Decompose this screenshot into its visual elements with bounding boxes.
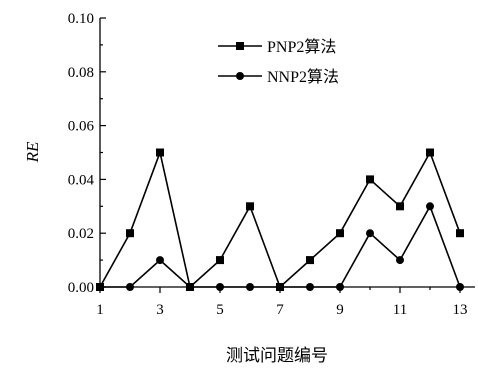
series-line — [99, 149, 461, 289]
y-axis-label: RE — [23, 141, 42, 163]
data-point-circle — [306, 283, 314, 291]
data-point-square — [216, 256, 224, 265]
y-tick-label: 0.06 — [68, 119, 95, 135]
series-line — [100, 204, 461, 288]
data-point-square — [426, 148, 434, 157]
data-point-square — [456, 229, 464, 238]
data-point-circle — [426, 202, 434, 211]
data-point-circle — [276, 283, 284, 291]
data-point-circle — [336, 283, 344, 291]
data-point-square — [306, 256, 314, 265]
legend-item: PNP2算法 — [218, 37, 336, 56]
y-tick-label: 0.10 — [68, 11, 94, 27]
y-tick-label: 0.00 — [68, 280, 94, 296]
x-tick-label: 5 — [216, 302, 224, 318]
x-tick-label: 1 — [96, 302, 104, 318]
data-point-square — [366, 175, 374, 184]
legend: PNP2算法 NNP2算法 — [218, 37, 339, 86]
x-tick-label: 13 — [453, 302, 468, 318]
legend-label: NNP2算法 — [267, 67, 339, 86]
data-point-circle — [96, 283, 104, 291]
x-tick-label: 11 — [393, 302, 407, 318]
legend-item: NNP2算法 — [218, 67, 339, 86]
series-group — [96, 148, 464, 291]
x-tick-label: 7 — [276, 302, 284, 318]
data-point-square — [396, 202, 404, 211]
data-point-circle — [186, 283, 194, 291]
data-point-circle — [126, 283, 134, 291]
data-point-square — [126, 229, 134, 238]
data-point-square — [336, 229, 344, 238]
x-axis-label: 测试问题编号 — [226, 346, 328, 365]
data-point-circle — [396, 256, 404, 265]
x-tick-label: 9 — [336, 302, 344, 318]
series-2 — [96, 202, 464, 291]
y-tick-label: 0.02 — [68, 226, 94, 242]
x-tick-label: 3 — [156, 302, 164, 318]
legend-marker-square — [236, 42, 244, 50]
legend-marker-circle — [236, 72, 244, 80]
data-point-circle — [366, 229, 374, 238]
series-1 — [96, 148, 464, 291]
data-point-square — [246, 202, 254, 211]
y-axis-ticks: 0.00 0.02 0.04 0.06 0.08 0.10 — [68, 11, 106, 296]
data-point-circle — [246, 283, 254, 291]
y-tick-label: 0.04 — [68, 172, 95, 188]
x-axis-ticks: 1 3 5 7 9 11 13 — [96, 287, 468, 318]
data-point-circle — [456, 283, 464, 291]
y-tick-label: 0.08 — [68, 65, 94, 81]
legend-label: PNP2算法 — [267, 37, 336, 56]
data-point-square — [156, 148, 164, 157]
data-point-circle — [216, 283, 224, 291]
data-point-circle — [156, 256, 164, 265]
